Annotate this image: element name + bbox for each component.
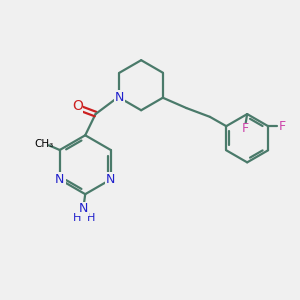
Text: N: N <box>55 173 64 186</box>
Text: N: N <box>115 91 124 104</box>
Text: H: H <box>87 213 95 223</box>
Text: F: F <box>279 120 286 133</box>
Text: O: O <box>72 99 83 113</box>
Text: CH₃: CH₃ <box>34 139 53 148</box>
Text: H: H <box>73 213 81 223</box>
Text: N: N <box>79 202 88 215</box>
Text: F: F <box>242 122 249 135</box>
Text: N: N <box>106 173 116 186</box>
